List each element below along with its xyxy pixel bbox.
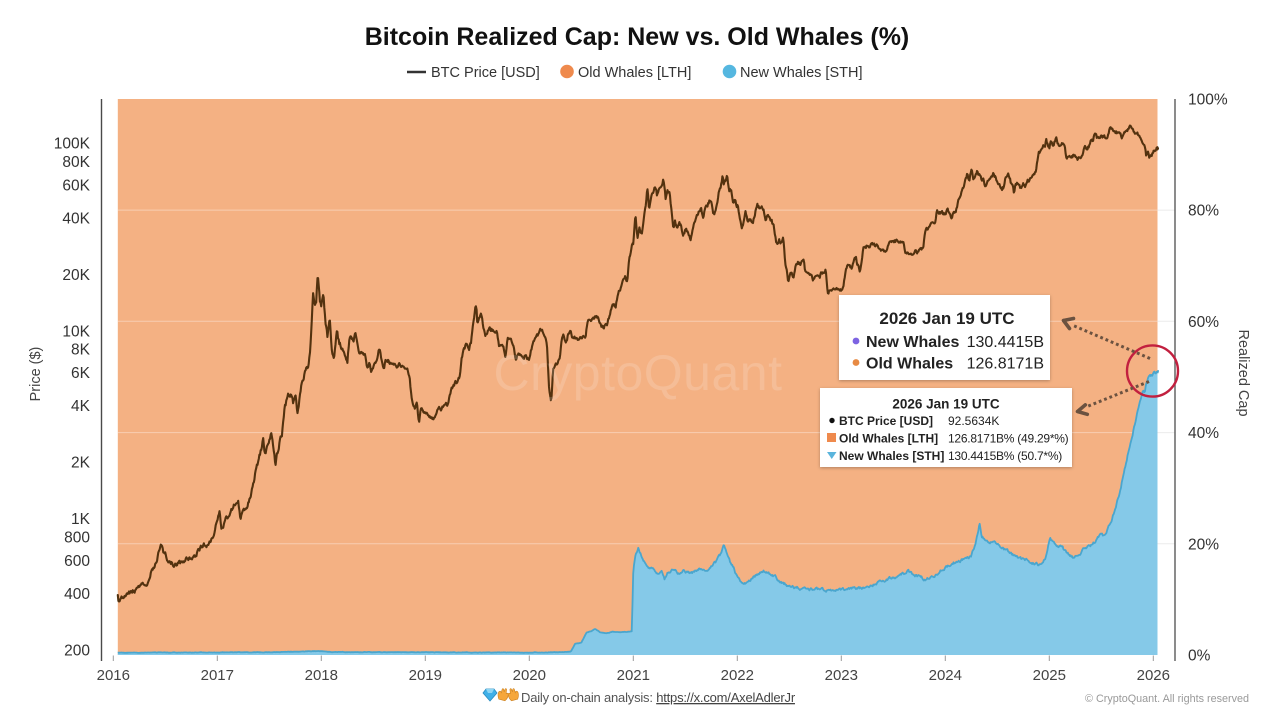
svg-text:2026 Jan 19 UTC: 2026 Jan 19 UTC bbox=[879, 309, 1014, 328]
svg-text:2022: 2022 bbox=[721, 667, 754, 684]
svg-text:126.8171B% (49.29*%): 126.8171B% (49.29*%) bbox=[948, 432, 1069, 446]
svg-text:2025: 2025 bbox=[1033, 667, 1066, 684]
svg-text:2026: 2026 bbox=[1137, 667, 1170, 684]
svg-text:CryptoQuant: CryptoQuant bbox=[494, 345, 783, 401]
svg-text:20K: 20K bbox=[62, 267, 90, 284]
svg-text:Daily on-chain analysis: https: Daily on-chain analysis: https://x.com/A… bbox=[521, 690, 796, 705]
svg-text:20%: 20% bbox=[1188, 536, 1219, 553]
svg-text:2018: 2018 bbox=[305, 667, 338, 684]
svg-text:10K: 10K bbox=[62, 323, 90, 340]
svg-text:126.8171B: 126.8171B bbox=[967, 356, 1044, 373]
svg-text:Price ($): Price ($) bbox=[28, 347, 44, 402]
svg-text:New Whales [STH]: New Whales [STH] bbox=[839, 449, 944, 463]
svg-text:400: 400 bbox=[64, 586, 90, 603]
svg-text:4K: 4K bbox=[71, 398, 91, 415]
svg-text:Bitcoin Realized Cap: New vs.: Bitcoin Realized Cap: New vs. Old Whales… bbox=[365, 23, 910, 51]
svg-text:2026 Jan 19 UTC: 2026 Jan 19 UTC bbox=[892, 397, 1000, 412]
svg-text:Old Whales: Old Whales bbox=[866, 356, 953, 373]
svg-text:2020: 2020 bbox=[513, 667, 546, 684]
svg-text:2021: 2021 bbox=[617, 667, 650, 684]
svg-text:0%: 0% bbox=[1188, 648, 1211, 665]
svg-text:40K: 40K bbox=[62, 210, 90, 227]
svg-text:2K: 2K bbox=[71, 455, 91, 472]
svg-text:2019: 2019 bbox=[409, 667, 442, 684]
svg-text:60K: 60K bbox=[62, 177, 90, 194]
svg-text:Realized Cap: Realized Cap bbox=[1235, 329, 1251, 416]
svg-text:2016: 2016 bbox=[97, 667, 130, 684]
svg-text:200: 200 bbox=[64, 643, 90, 660]
svg-text:New Whales [STH]: New Whales [STH] bbox=[740, 65, 862, 81]
svg-text:60%: 60% bbox=[1188, 314, 1219, 331]
svg-text:80%: 80% bbox=[1188, 203, 1219, 220]
svg-text:130.4415B: 130.4415B bbox=[967, 334, 1044, 351]
svg-text:2023: 2023 bbox=[825, 667, 858, 684]
svg-text:600: 600 bbox=[64, 553, 90, 570]
svg-text:2017: 2017 bbox=[201, 667, 234, 684]
svg-text:© CryptoQuant. All rights rese: © CryptoQuant. All rights reserved bbox=[1085, 693, 1249, 705]
svg-text:8K: 8K bbox=[71, 342, 91, 359]
svg-text:800: 800 bbox=[64, 529, 90, 546]
svg-text:New Whales: New Whales bbox=[866, 334, 959, 351]
svg-text:Old Whales [LTH]: Old Whales [LTH] bbox=[839, 432, 938, 446]
svg-text:BTC Price [USD]: BTC Price [USD] bbox=[431, 65, 540, 81]
svg-text:80K: 80K bbox=[62, 154, 90, 171]
svg-text:BTC Price [USD]: BTC Price [USD] bbox=[839, 414, 933, 428]
svg-text:100%: 100% bbox=[1188, 91, 1228, 108]
svg-text:1K: 1K bbox=[71, 511, 91, 528]
svg-text:130.4415B% (50.7*%): 130.4415B% (50.7*%) bbox=[948, 449, 1062, 463]
svg-text:Old Whales [LTH]: Old Whales [LTH] bbox=[578, 65, 691, 81]
svg-text:2024: 2024 bbox=[929, 667, 962, 684]
svg-text:40%: 40% bbox=[1188, 425, 1219, 442]
svg-text:92.5634K: 92.5634K bbox=[948, 414, 999, 428]
svg-text:6K: 6K bbox=[71, 365, 91, 382]
svg-text:100K: 100K bbox=[54, 136, 91, 153]
